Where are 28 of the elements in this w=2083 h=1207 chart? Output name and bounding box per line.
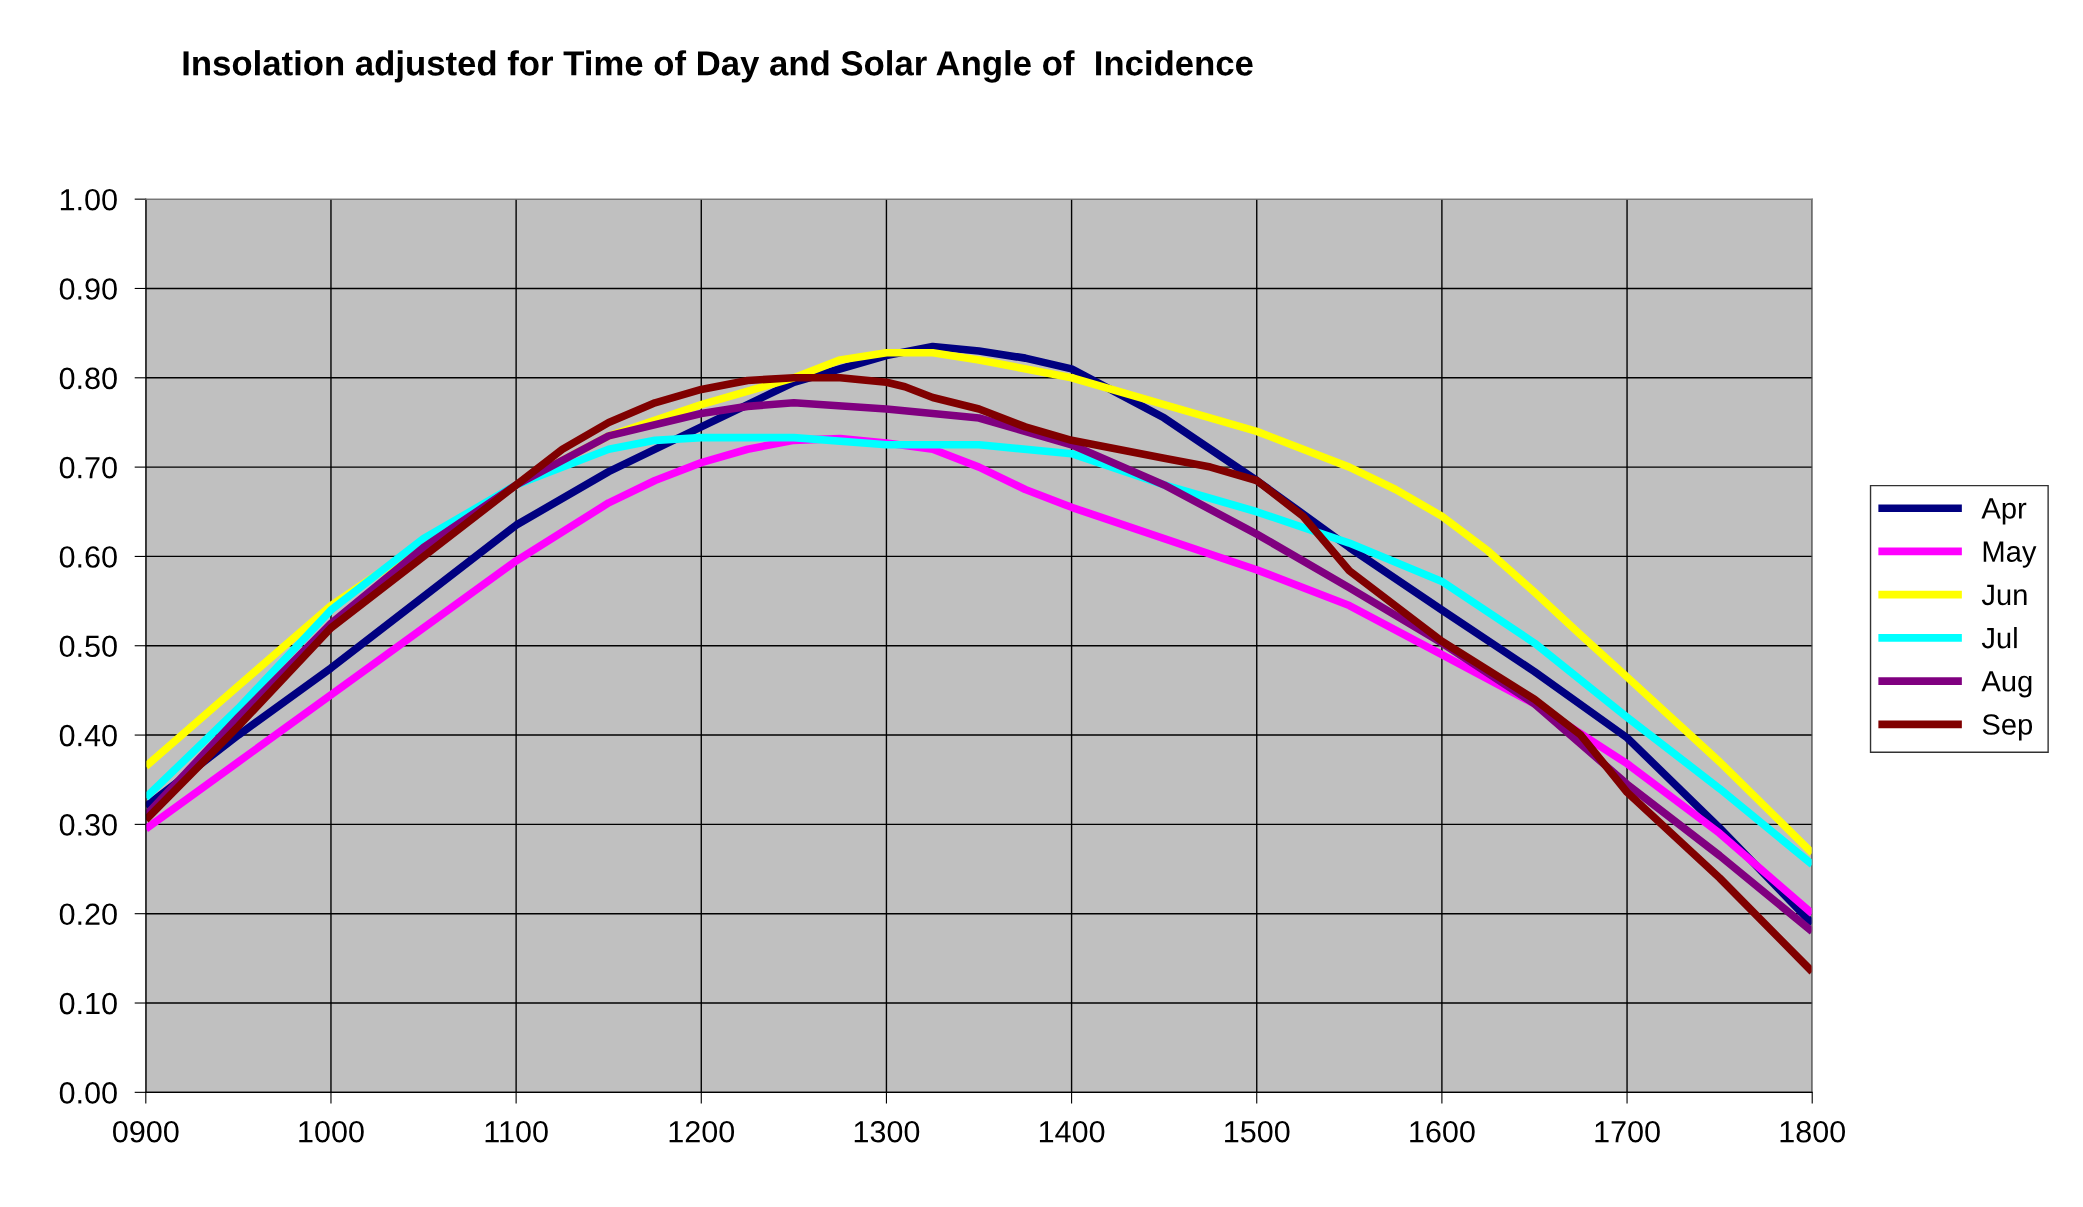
y-tick-label: 0.70 bbox=[59, 456, 117, 479]
x-tick-label: 1800 bbox=[1780, 1120, 1846, 1143]
chart-title: Insolation adjusted for Time of Day and Solar Angle of Incidence bbox=[183, 50, 1253, 83]
y-tick-label: 0.40 bbox=[59, 724, 117, 747]
x-tick-label: 1100 bbox=[485, 1120, 548, 1143]
y-tick-label: 1.00 bbox=[60, 188, 117, 211]
y-tick-label: 0.80 bbox=[59, 367, 117, 390]
y-tick-label: 0.90 bbox=[59, 278, 117, 300]
x-tick-label: 1500 bbox=[1225, 1120, 1290, 1143]
y-tick-label: 0.00 bbox=[59, 1082, 117, 1104]
x-tick-label: 0900 bbox=[113, 1120, 179, 1143]
x-tick-label: 1000 bbox=[299, 1120, 364, 1143]
x-tick-label: 1600 bbox=[1410, 1120, 1475, 1143]
x-tick-label: 1300 bbox=[854, 1120, 920, 1143]
x-tick-label: 1200 bbox=[669, 1120, 735, 1143]
legend-label: Jul bbox=[1981, 626, 2017, 649]
legend-label: Jun bbox=[1981, 584, 2027, 606]
legend-label: Apr bbox=[1981, 498, 2027, 525]
x-tick-label: 1700 bbox=[1595, 1120, 1660, 1143]
y-tick-label: 0.60 bbox=[59, 546, 117, 568]
legend-label: Aug bbox=[1981, 671, 2032, 698]
x-tick-label: 1400 bbox=[1039, 1120, 1105, 1143]
y-tick-label: 0.20 bbox=[59, 903, 117, 926]
legend-label: Sep bbox=[1982, 714, 2033, 741]
y-tick-label: 0.10 bbox=[59, 992, 117, 1015]
y-tick-label: 0.50 bbox=[59, 635, 117, 658]
y-tick-label: 0.30 bbox=[59, 814, 117, 836]
legend-label: May bbox=[1983, 541, 2037, 568]
